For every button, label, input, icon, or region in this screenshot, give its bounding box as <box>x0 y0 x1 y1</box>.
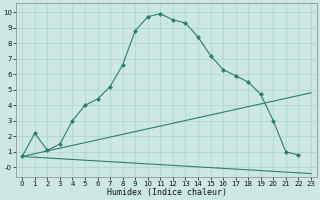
X-axis label: Humidex (Indice chaleur): Humidex (Indice chaleur) <box>107 188 227 197</box>
